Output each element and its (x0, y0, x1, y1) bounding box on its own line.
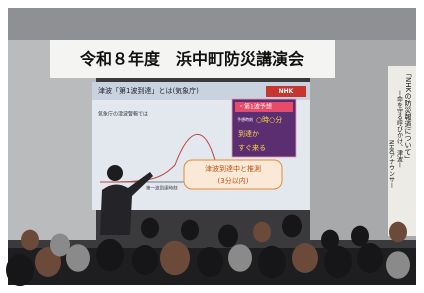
slide-caption: 気象庁の津波警報では (98, 111, 148, 118)
ceiling (8, 8, 416, 40)
audience-member (141, 218, 159, 239)
audience-member (253, 222, 271, 243)
audience-member (96, 239, 124, 271)
audience-member (292, 243, 318, 273)
callout-text: (3分以内) (218, 176, 249, 185)
audience-member (181, 220, 199, 241)
audience-member (66, 244, 90, 272)
audience-member (389, 222, 407, 243)
audience-member (228, 244, 252, 272)
audience-member (197, 247, 223, 277)
audience-member (324, 246, 352, 278)
menu-item: すぐ来る (238, 144, 266, 152)
callout-text: 津波到達中と推測 (205, 164, 261, 173)
menu-item: ・第1波予想 (238, 103, 272, 111)
audience-member (132, 245, 158, 275)
audience-member (258, 246, 286, 278)
audience-member (50, 234, 70, 257)
photo: 令和８年度 浜中町防災講演会 「NHKの防災報道について」 ー命を守る呼びかけ、… (0, 0, 424, 293)
audience-member (160, 241, 190, 276)
side-banner-line: ー命を守る呼びかけ、津波ー (396, 90, 403, 168)
audience-member (321, 230, 339, 251)
audience-member (21, 230, 39, 251)
menu-item: 予想時刻 (237, 116, 253, 122)
audience-member (351, 226, 369, 247)
audience-member (386, 251, 410, 279)
slide-title: 津波「第1波到達」とは(気象庁) (98, 86, 199, 95)
audience-member (218, 225, 238, 248)
side-banner-line: NHKアナウンサー (388, 140, 395, 189)
side-banner-line: 「NHKの防災報道について」 (404, 70, 412, 162)
axis-label: 第一波到達時刻 (146, 185, 178, 192)
audience-member (6, 254, 34, 286)
presenter-head (107, 165, 123, 181)
logo: NHK (279, 88, 294, 95)
audience-member (282, 215, 302, 238)
banner-title: 令和８年度 浜中町防災講演会 (79, 50, 304, 69)
page: 令和８年度 浜中町防災講演会 「NHKの防災報道について」 ー命を守る呼びかけ、… (0, 0, 424, 293)
menu-item: 到達か (238, 129, 259, 138)
audience-member (357, 243, 383, 273)
menu-item: ○時○分 (256, 115, 282, 124)
